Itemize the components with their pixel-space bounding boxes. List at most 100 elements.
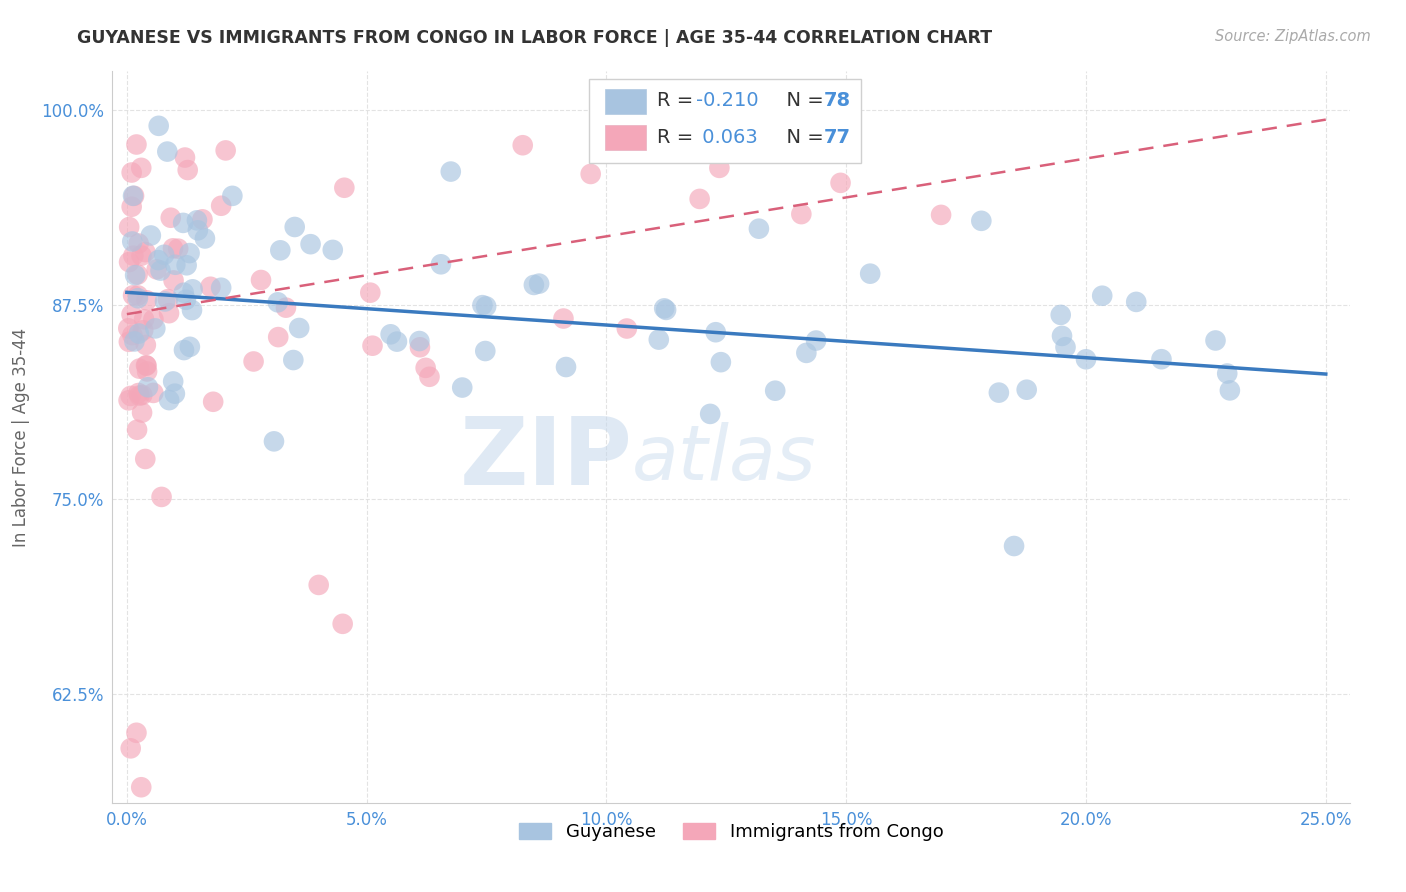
Point: [409, 340, 432, 354]
Point: [830, 176, 852, 190]
Point: [440, 164, 463, 178]
Point: [136, 364, 159, 378]
Point: [127, 268, 149, 282]
Point: [142, 385, 165, 400]
Point: [796, 346, 818, 360]
Point: [162, 241, 184, 255]
Point: [132, 323, 155, 337]
Point: [131, 406, 153, 420]
Point: [131, 249, 153, 263]
Point: [1049, 308, 1071, 322]
FancyBboxPatch shape: [605, 126, 645, 151]
Point: [283, 353, 305, 368]
Point: [221, 189, 243, 203]
Point: [121, 200, 143, 214]
Point: [1219, 384, 1241, 398]
Point: [202, 394, 225, 409]
Point: [333, 180, 356, 194]
Point: [471, 298, 494, 312]
Point: [163, 386, 186, 401]
Point: [125, 423, 148, 437]
Point: [250, 273, 273, 287]
Point: [173, 285, 195, 300]
Point: [1205, 334, 1227, 348]
FancyBboxPatch shape: [605, 89, 645, 114]
Point: [162, 375, 184, 389]
Point: [121, 165, 143, 179]
Point: [1054, 340, 1077, 354]
Point: [308, 578, 330, 592]
Point: [209, 199, 232, 213]
Point: [242, 354, 264, 368]
Point: [555, 359, 578, 374]
Point: [122, 288, 145, 302]
Point: [748, 221, 770, 235]
Point: [135, 338, 157, 352]
Point: [1091, 289, 1114, 303]
Point: [125, 725, 148, 739]
Point: [181, 282, 204, 296]
Point: [704, 325, 727, 339]
Point: [616, 321, 638, 335]
Point: [380, 327, 402, 342]
Point: [156, 145, 179, 159]
Text: R =: R =: [657, 91, 699, 110]
Point: [475, 300, 498, 314]
Point: [451, 380, 474, 394]
Point: [181, 303, 204, 318]
Point: [122, 189, 145, 203]
Point: [128, 388, 150, 402]
Point: [118, 255, 141, 269]
Point: [176, 163, 198, 178]
Point: [763, 384, 786, 398]
Point: [579, 167, 602, 181]
Point: [142, 312, 165, 326]
FancyBboxPatch shape: [589, 78, 860, 163]
Point: [132, 312, 155, 326]
Point: [418, 369, 440, 384]
Point: [134, 452, 156, 467]
Point: [987, 385, 1010, 400]
Point: [159, 211, 181, 225]
Point: [1002, 539, 1025, 553]
Point: [129, 780, 152, 795]
Point: [1150, 352, 1173, 367]
Point: [821, 119, 844, 133]
Point: [153, 294, 176, 309]
Point: [648, 333, 671, 347]
Point: [179, 340, 201, 354]
Point: [172, 216, 194, 230]
Point: [288, 321, 311, 335]
Point: [121, 328, 143, 343]
Point: [125, 137, 148, 152]
Point: [474, 344, 496, 359]
Point: [149, 263, 172, 277]
Point: [553, 311, 575, 326]
Point: [1125, 294, 1147, 309]
Point: [176, 258, 198, 272]
Point: [652, 301, 675, 316]
Point: [361, 339, 384, 353]
Point: [127, 288, 149, 302]
Point: [162, 273, 184, 287]
Point: [430, 257, 453, 271]
Point: [174, 151, 197, 165]
Point: [215, 144, 238, 158]
Point: [127, 386, 149, 401]
Point: [118, 220, 141, 235]
Point: [127, 291, 149, 305]
Point: [689, 192, 711, 206]
Point: [699, 407, 721, 421]
Point: [129, 161, 152, 175]
Point: [332, 616, 354, 631]
Point: [267, 295, 290, 310]
Point: [859, 267, 882, 281]
Point: [167, 242, 190, 256]
Point: [117, 393, 139, 408]
Point: [512, 138, 534, 153]
Point: [194, 231, 217, 245]
Point: [131, 388, 153, 402]
Point: [124, 334, 146, 349]
Text: N =: N =: [775, 128, 831, 146]
Point: [970, 214, 993, 228]
